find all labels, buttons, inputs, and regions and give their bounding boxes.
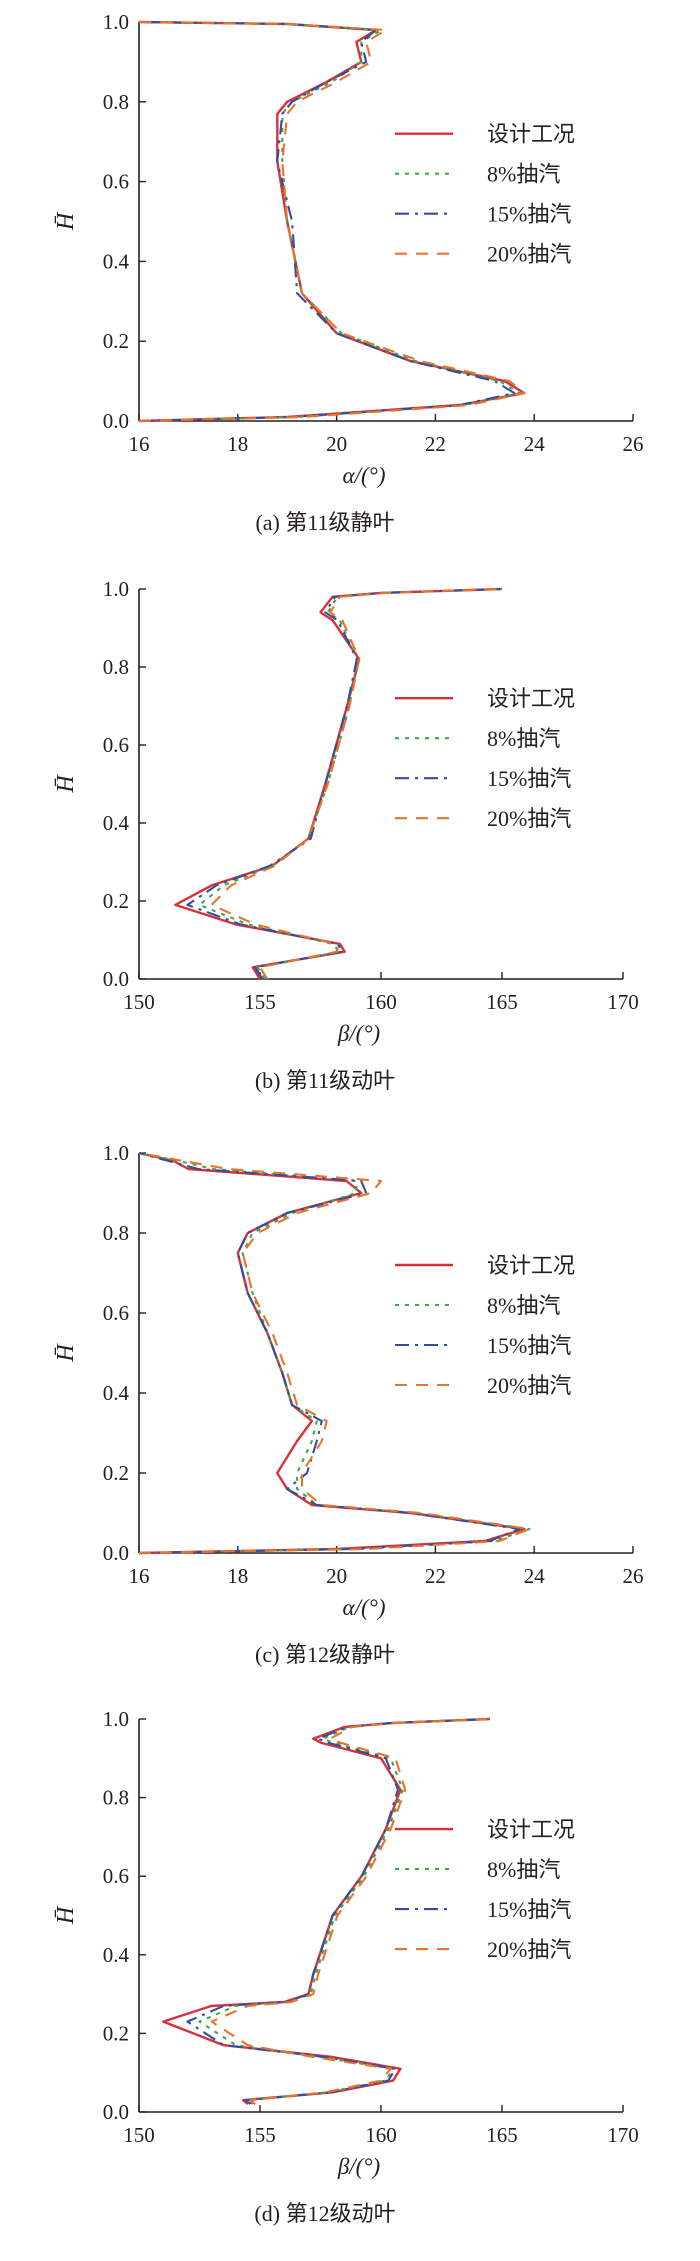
- series-line-3: [186, 587, 503, 980]
- legend-label: 设计工况: [487, 686, 575, 711]
- y-tick-label: 0.8: [103, 90, 129, 114]
- series-line-4: [210, 1717, 490, 2105]
- y-tick-label: 0.6: [103, 733, 129, 757]
- chart-caption: (c) 第12级静叶: [255, 1642, 395, 1667]
- y-tick-label: 0.0: [103, 1541, 129, 1565]
- x-tick-label: 22: [425, 432, 446, 456]
- series-line-4: [210, 587, 503, 980]
- x-tick-label: 150: [123, 990, 155, 1014]
- chart-panel-3: 0.0 0.2 0.4 0.6 0.8 1.0 16 18 20 22 24 26 H̄ α/(°) (c)…: [53, 1141, 644, 1667]
- y-axis-label: H̄: [53, 1343, 79, 1363]
- series-line-1: [161, 1717, 490, 2106]
- series-line-4: [138, 20, 526, 423]
- x-tick-label: 26: [623, 432, 644, 456]
- y-axis-label: H̄: [53, 1905, 79, 1925]
- series-line-2: [198, 1717, 490, 2105]
- legend-label: 15%抽汽: [487, 1897, 571, 1922]
- y-tick-label: 0.8: [103, 655, 129, 679]
- x-tick-label: 24: [524, 1564, 546, 1588]
- series-line-2: [138, 20, 521, 423]
- x-tick-label: 22: [425, 1564, 446, 1588]
- legend-label: 8%抽汽: [487, 1857, 560, 1882]
- x-tick-label: 18: [227, 432, 248, 456]
- y-tick-label: 0.2: [103, 1461, 129, 1485]
- x-axis-label: β/(°): [337, 1021, 380, 1046]
- y-tick-label: 1.0: [103, 1707, 129, 1731]
- y-tick-label: 0.4: [103, 1381, 130, 1405]
- legend-label: 20%抽汽: [487, 1373, 571, 1398]
- y-tick-label: 0.2: [103, 2021, 129, 2045]
- series-line-1: [138, 1151, 526, 1555]
- y-tick-label: 0.0: [103, 2100, 129, 2124]
- y-tick-label: 0.4: [103, 249, 130, 273]
- x-tick-label: 16: [129, 432, 150, 456]
- legend-label: 15%抽汽: [487, 1333, 571, 1358]
- x-tick-label: 155: [244, 990, 276, 1014]
- x-axis-label: β/(°): [337, 2154, 380, 2179]
- legend-label: 15%抽汽: [487, 202, 571, 227]
- series-line-1: [138, 20, 526, 423]
- chart-panel-2: 0.0 0.2 0.4 0.6 0.8 1.0 150 155 160 165 170 H̄ β/(°)…: [53, 577, 639, 1093]
- x-tick-label: 165: [486, 2123, 518, 2147]
- y-tick-label: 1.0: [103, 577, 129, 601]
- y-tick-label: 0.0: [103, 967, 129, 991]
- chart-caption: (b) 第11级动叶: [255, 1068, 395, 1093]
- x-tick-label: 170: [607, 2123, 639, 2147]
- x-tick-label: 170: [607, 990, 639, 1014]
- y-tick-label: 1.0: [103, 10, 129, 34]
- y-tick-label: 0.4: [103, 811, 130, 835]
- y-tick-label: 0.6: [103, 1864, 129, 1888]
- x-axis-label: α/(°): [343, 463, 386, 488]
- series-line-2: [138, 1151, 531, 1555]
- legend-label: 20%抽汽: [487, 242, 571, 267]
- y-axis-label: H̄: [53, 211, 79, 231]
- series-line-3: [138, 1151, 521, 1555]
- x-tick-label: 24: [524, 432, 546, 456]
- y-tick-label: 0.6: [103, 170, 129, 194]
- legend-label: 8%抽汽: [487, 1293, 560, 1318]
- x-tick-label: 150: [123, 2123, 155, 2147]
- x-tick-label: 20: [326, 432, 347, 456]
- y-tick-label: 1.0: [103, 1141, 129, 1165]
- chart-panel-4: 0.0 0.2 0.4 0.6 0.8 1.0 150 155 160 165 170 H̄ β/(°)…: [53, 1707, 639, 2226]
- legend-label: 15%抽汽: [487, 766, 571, 791]
- x-tick-label: 26: [623, 1564, 644, 1588]
- legend-label: 设计工况: [487, 122, 575, 147]
- x-tick-label: 18: [227, 1564, 248, 1588]
- x-tick-label: 155: [244, 2123, 276, 2147]
- x-tick-label: 160: [365, 990, 397, 1014]
- x-axis-label: α/(°): [343, 1595, 386, 1620]
- y-tick-label: 0.8: [103, 1786, 129, 1810]
- series-line-4: [138, 1151, 531, 1555]
- x-tick-label: 20: [326, 1564, 347, 1588]
- legend-label: 8%抽汽: [487, 726, 560, 751]
- y-tick-label: 0.8: [103, 1221, 129, 1245]
- legend-label: 设计工况: [487, 1817, 575, 1842]
- y-tick-label: 0.4: [103, 1943, 130, 1967]
- series-line-1: [174, 587, 503, 980]
- legend-label: 20%抽汽: [487, 806, 571, 831]
- y-tick-label: 0.6: [103, 1301, 129, 1325]
- x-tick-label: 165: [486, 990, 518, 1014]
- series-line-3: [186, 1717, 490, 2105]
- y-axis-label: H̄: [53, 774, 79, 794]
- y-tick-label: 0.0: [103, 409, 129, 433]
- x-tick-label: 16: [129, 1564, 150, 1588]
- legend-label: 设计工况: [487, 1253, 575, 1278]
- chart-panel-1: 0.0 0.2 0.4 0.6 0.8 1.0 16 18 20 22 24 26 H̄ α/(°) (a)…: [53, 10, 644, 535]
- charts-root: 0.0 0.2 0.4 0.6 0.8 1.0 16 18 20 22 24 26 H̄ α/(°) (a)…: [53, 10, 644, 2226]
- x-tick-label: 160: [365, 2123, 397, 2147]
- y-tick-label: 0.2: [103, 329, 129, 353]
- legend-label: 8%抽汽: [487, 162, 560, 187]
- legend-label: 20%抽汽: [487, 1937, 571, 1962]
- y-tick-label: 0.2: [103, 889, 129, 913]
- chart-caption: (d) 第12级动叶: [254, 2201, 395, 2226]
- chart-caption: (a) 第11级静叶: [255, 510, 394, 535]
